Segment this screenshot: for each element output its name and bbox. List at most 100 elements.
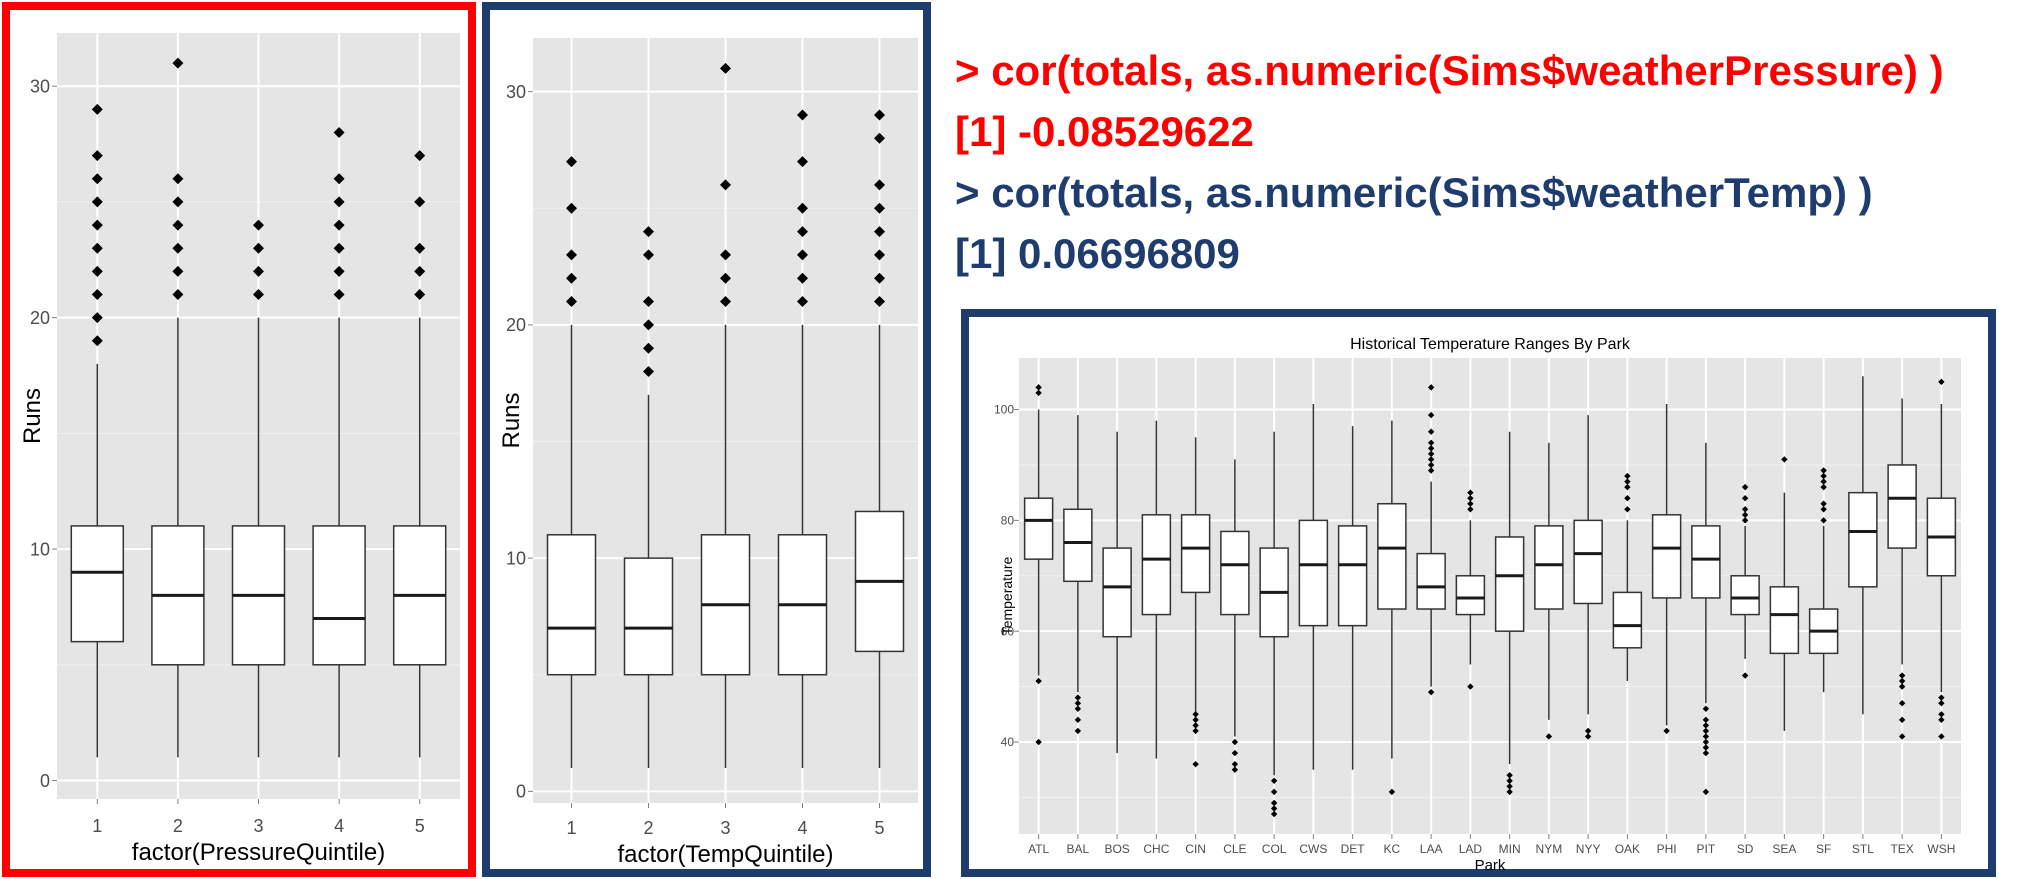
outlier-point (1506, 788, 1513, 796)
box-iqr (1220, 530, 1250, 616)
outlier-point (1074, 727, 1082, 735)
outlier-point (333, 289, 345, 301)
x-tick-label: PHI (1657, 842, 1677, 856)
x-tick-label: COL (1262, 842, 1287, 856)
x-tick-label: TEX (1890, 842, 1913, 856)
box-iqr (312, 525, 366, 666)
x-tick-label: 5 (415, 816, 425, 836)
box-iqr (1494, 536, 1525, 632)
outlier-point (643, 296, 654, 308)
box-5 (854, 109, 905, 769)
box-iqr (1534, 525, 1564, 610)
outlier-point (1584, 733, 1592, 740)
y-tick-label: 30 (30, 77, 50, 97)
outlier-point (720, 249, 731, 261)
outlier-point (91, 196, 103, 208)
box-chc (1141, 420, 1172, 759)
outlier-point (1270, 799, 1278, 807)
outlier-point (1741, 483, 1749, 491)
outlier-point (172, 219, 184, 231)
y-tick-label: 20 (30, 308, 50, 328)
box-laa (1416, 384, 1446, 696)
console-line-pressure-command: > cor(totals, as.numeric(Sims$weatherPre… (955, 47, 1944, 94)
box-iqr (1416, 552, 1446, 610)
outlier-point (874, 132, 885, 144)
box-5 (392, 150, 447, 758)
pressure-chart-frame (2, 2, 476, 877)
outlier-point (720, 272, 731, 284)
outlier-point (874, 296, 885, 308)
outlier-point (1938, 378, 1945, 386)
outlier-point (797, 156, 808, 168)
box-4 (312, 127, 366, 758)
outlier-point (1702, 727, 1710, 735)
outlier-point (414, 196, 426, 208)
outlier-point (797, 249, 808, 261)
box-tex (1887, 398, 1917, 740)
box-iqr (1063, 508, 1093, 583)
y-axis-label: Temperature (999, 556, 1015, 635)
outlier-point (1467, 683, 1474, 690)
outlier-point (253, 265, 264, 277)
outlier-point (1035, 677, 1042, 685)
outlier-point (1270, 810, 1278, 818)
x-tick-label: ATL (1028, 842, 1049, 856)
box-iqr (1180, 514, 1211, 594)
outlier-point (874, 249, 885, 261)
y-axis-label: Runs (498, 392, 525, 448)
outlier-point (1624, 494, 1631, 502)
box-cws (1298, 403, 1329, 770)
outlier-point (333, 173, 345, 185)
y-tick-label: 80 (1001, 514, 1015, 528)
outlier-point (1427, 450, 1435, 458)
outlier-point (1702, 749, 1710, 757)
outlier-point (1427, 467, 1435, 474)
outlier-point (1506, 772, 1513, 779)
outlier-point (253, 289, 264, 301)
outlier-point (1074, 716, 1082, 724)
outlier-point (1624, 506, 1631, 513)
box-phi (1651, 403, 1682, 735)
box-iqr (1887, 464, 1917, 549)
outlier-point (1467, 500, 1474, 507)
y-tick-label: 60 (1001, 624, 1015, 638)
outlier-point (1663, 727, 1670, 735)
outlier-point (1898, 672, 1906, 679)
x-tick-label: LAA (1420, 842, 1443, 856)
park-chart-frame (961, 309, 1996, 877)
outlier-point (1938, 711, 1945, 718)
outlier-point (1898, 683, 1906, 690)
outlier-point (1427, 461, 1435, 469)
outlier-point (91, 103, 103, 115)
box-col (1259, 431, 1289, 818)
outlier-point (333, 219, 345, 231)
box-iqr (1337, 525, 1368, 627)
outlier-point (874, 226, 885, 238)
outlier-point (566, 272, 577, 284)
outlier-point (797, 109, 808, 121)
outlier-point (91, 242, 103, 254)
outlier-point (1702, 705, 1710, 712)
outlier-point (1820, 467, 1827, 474)
outlier-point (1624, 483, 1631, 491)
x-tick-label: CLE (1223, 842, 1246, 856)
x-tick-label: 4 (797, 818, 807, 838)
x-tick-label: OAK (1615, 842, 1640, 856)
box-iqr (1612, 591, 1643, 649)
outlier-point (333, 127, 345, 139)
x-tick-label: BOS (1104, 842, 1129, 856)
outlier-point (91, 219, 103, 231)
outlier-point (1231, 738, 1239, 746)
outlier-point (797, 272, 808, 284)
outlier-point (1702, 733, 1710, 740)
box-wsh (1926, 378, 1957, 740)
outlier-point (1898, 716, 1906, 724)
outlier-point (566, 249, 577, 261)
outlier-point (1624, 472, 1631, 480)
y-axis-label: Runs (19, 388, 46, 444)
outlier-point (566, 202, 577, 214)
outlier-point (1820, 483, 1827, 491)
outlier-point (1702, 788, 1710, 796)
